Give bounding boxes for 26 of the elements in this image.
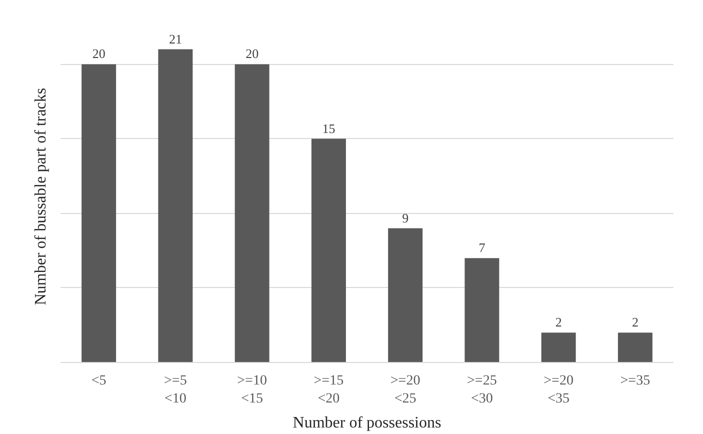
bar — [541, 332, 576, 362]
data-label: 21 — [168, 31, 182, 46]
bar — [618, 332, 652, 362]
x-tick-label: >=10 <15 — [237, 374, 267, 406]
x-axis-title: Number of possessions — [292, 414, 442, 432]
data-label: 2 — [632, 314, 638, 330]
bar — [234, 64, 270, 362]
bar — [388, 228, 423, 362]
x-tick-label: >=20 <25 — [390, 374, 420, 406]
data-label: 20 — [246, 46, 259, 62]
bar — [82, 64, 116, 362]
data-label: 9 — [402, 210, 409, 226]
bar — [464, 258, 500, 362]
data-label: 7 — [478, 240, 486, 256]
x-tick-label: >=15 <20 — [314, 374, 344, 406]
bar — [158, 49, 193, 362]
bar — [311, 138, 346, 362]
x-tick-label: >=20 <35 — [544, 374, 574, 406]
data-label: 15 — [322, 120, 336, 136]
x-tick-label: >=35 — [620, 374, 650, 388]
data-label: 2 — [555, 314, 562, 330]
y-axis-title: Number of bussable part of tracks — [32, 88, 50, 306]
x-tick-label: >=25 <30 — [467, 374, 497, 406]
x-tick-label: <5 — [91, 374, 106, 388]
x-tick-label: >=5 <10 — [164, 374, 187, 406]
data-label: 20 — [92, 46, 106, 62]
